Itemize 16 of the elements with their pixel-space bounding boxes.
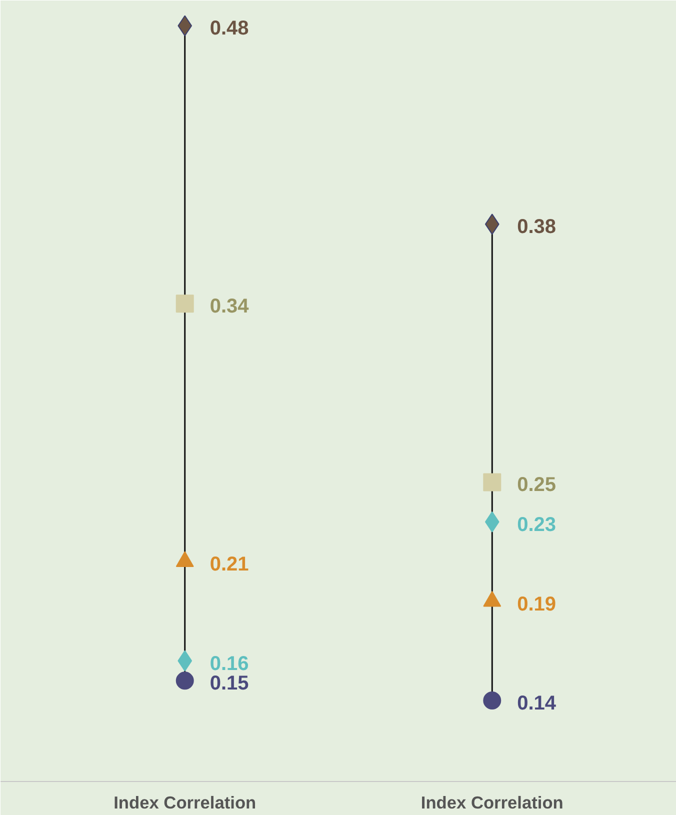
data-label: 0.34: [210, 296, 250, 318]
point: [483, 473, 502, 492]
data-label: 0.19: [517, 593, 556, 616]
data-label: 0.23: [517, 514, 556, 536]
data-label: 0.16: [210, 652, 249, 675]
point: [176, 294, 194, 313]
data-label: 0.38: [517, 216, 556, 238]
data-label: 0.48: [210, 18, 249, 40]
x-tick-label: Index Correlation: [114, 792, 256, 812]
point: [176, 672, 194, 690]
x-tick-label: Index Correlation: [420, 792, 564, 812]
point: [483, 692, 502, 710]
data-label: 0.15: [210, 672, 249, 695]
data-label: 0.21: [210, 554, 249, 576]
data-label: 0.14: [517, 692, 557, 715]
data-label: 0.25: [517, 474, 556, 496]
